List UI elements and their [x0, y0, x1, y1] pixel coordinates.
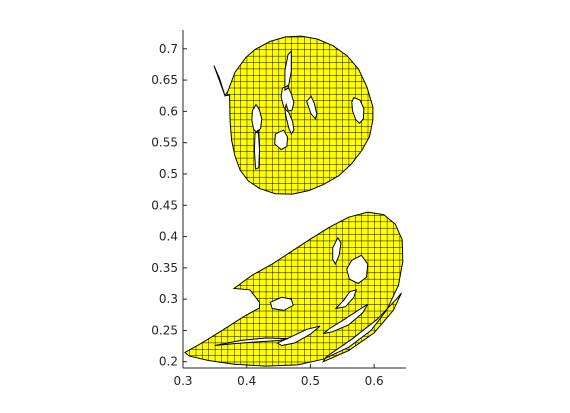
y-tick-label: 0.45 — [151, 198, 178, 212]
x-tick-label: 0.5 — [301, 374, 320, 388]
y-tick-label: 0.25 — [151, 323, 178, 337]
x-tick-label: 0.3 — [173, 374, 192, 388]
shape-2-hatch — [184, 211, 404, 367]
y-tick-label: 0.7 — [159, 42, 178, 56]
x-tick-label: 0.6 — [365, 374, 384, 388]
x-tick-label: 0.4 — [237, 374, 256, 388]
shapes-layer — [184, 35, 404, 367]
y-tick-label: 0.65 — [151, 73, 178, 87]
y-tick-label: 0.4 — [159, 230, 178, 244]
y-tick-label: 0.35 — [151, 261, 178, 275]
y-tick-label: 0.6 — [159, 104, 178, 118]
axes: 0.2 0.25 0.3 0.35 0.4 0.45 0.5 0.55 0.6 0.65 0.7 0… — [151, 30, 406, 388]
y-tick-label: 0.2 — [159, 355, 178, 369]
shape-1-hatch — [213, 35, 374, 195]
x-axis-ticks: 0.3 0.4 0.5 0.6 — [173, 364, 384, 388]
y-axis-ticks: 0.2 0.25 0.3 0.35 0.4 0.45 0.5 0.55 0.6 0.65 0.7 — [151, 42, 187, 369]
y-tick-label: 0.55 — [151, 136, 178, 150]
y-tick-label: 0.3 — [159, 292, 178, 306]
y-tick-label: 0.5 — [159, 167, 178, 181]
